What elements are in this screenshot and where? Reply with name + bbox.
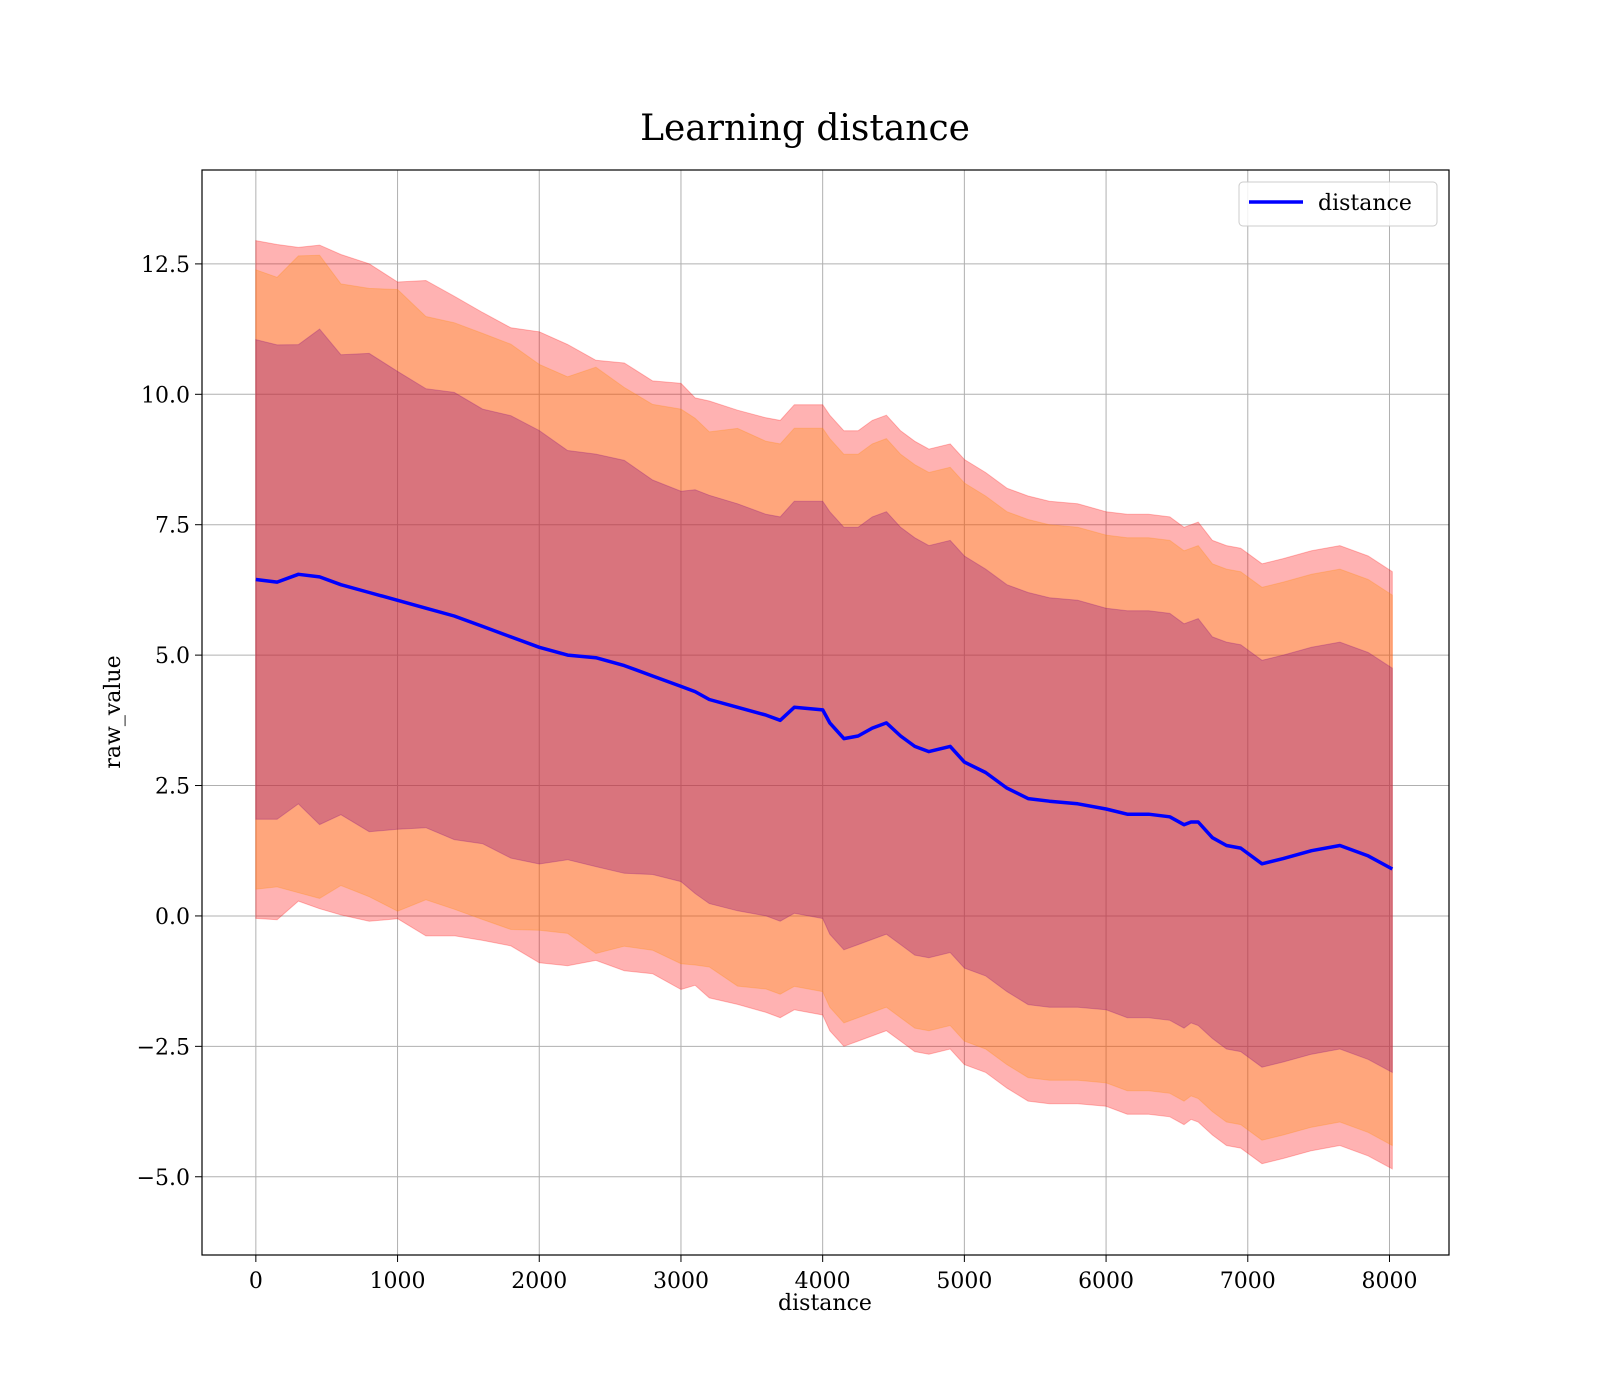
y-tick-label-2: 0.0 (155, 905, 190, 930)
x-tick-label-0: 0 (249, 1269, 263, 1294)
x-tick-label-8: 8000 (1361, 1269, 1417, 1294)
series-lines (255, 572, 1394, 871)
y-axis-label: raw_value (101, 655, 126, 768)
x-tick-label-7: 7000 (1220, 1269, 1276, 1294)
y-tick-label-0: −5.0 (137, 1166, 190, 1191)
band-2 (255, 328, 1393, 1074)
chart-title: Learning distance (640, 108, 970, 149)
plot-frame (201, 169, 1450, 1256)
y-tick-label-1: −2.5 (137, 1035, 190, 1060)
y-tick-label-3: 2.5 (155, 775, 190, 800)
x-axis-ticks: 0 1000 2000 3000 4000 5000 6000 7000 8000 (249, 1255, 1417, 1294)
band-0 (255, 240, 1393, 1170)
series-line-distance (255, 572, 1394, 871)
y-tick-label-4: 5.0 (155, 644, 190, 669)
confidence-bands (255, 240, 1393, 1170)
y-tick-label-7: 12.5 (141, 253, 190, 278)
x-tick-label-2: 2000 (511, 1269, 567, 1294)
x-tick-label-1: 1000 (370, 1269, 426, 1294)
band-1 (255, 254, 1393, 1147)
y-tick-label-5: 7.5 (155, 514, 190, 539)
x-tick-label-6: 6000 (1078, 1269, 1134, 1294)
x-tick-label-4: 4000 (795, 1269, 851, 1294)
y-tick-label-6: 10.0 (141, 383, 190, 408)
x-tick-label-5: 5000 (936, 1269, 992, 1294)
grid (202, 170, 1449, 1255)
y-axis-ticks: −5.0 −2.5 0.0 2.5 5.0 7.5 10.0 12.5 (137, 253, 202, 1191)
x-axis-label: distance (778, 1291, 872, 1316)
plot-area (201, 169, 1450, 1256)
legend-entry-distance: distance (1318, 191, 1412, 216)
legend-box (1238, 181, 1438, 227)
x-tick-label-3: 3000 (653, 1269, 709, 1294)
legend: distance (1238, 181, 1438, 227)
